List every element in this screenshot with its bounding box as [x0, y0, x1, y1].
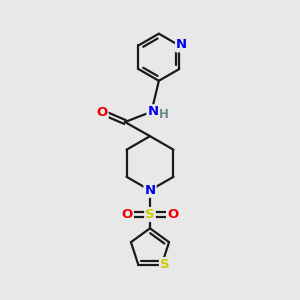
Text: O: O [167, 208, 178, 221]
Text: S: S [160, 258, 169, 271]
Text: H: H [159, 108, 169, 121]
Text: S: S [145, 208, 155, 221]
Text: N: N [176, 38, 187, 51]
Text: N: N [147, 105, 158, 118]
Text: O: O [122, 208, 133, 221]
Text: N: N [144, 184, 156, 197]
Text: O: O [96, 106, 108, 119]
